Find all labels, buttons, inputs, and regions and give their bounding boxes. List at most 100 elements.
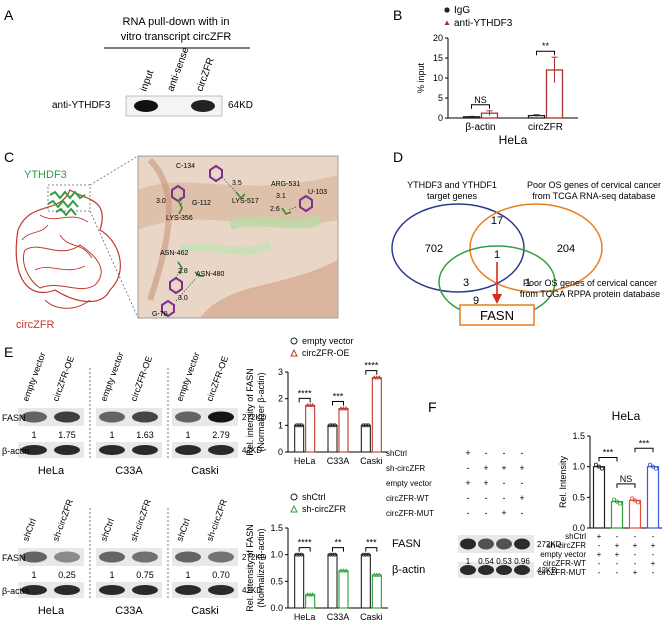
residue-distance: 2.8 xyxy=(178,268,188,275)
condition-sign: - xyxy=(467,508,470,518)
y-tick-label: 0 xyxy=(278,447,283,457)
data-point xyxy=(333,552,337,557)
blot-band xyxy=(514,538,530,550)
legend-marker xyxy=(290,493,298,501)
data-point xyxy=(372,572,377,577)
band-quant: 1 xyxy=(109,570,114,580)
size-label: 272KD xyxy=(537,540,562,549)
data-point xyxy=(307,592,313,597)
legend-marker-anti-ythdf3 xyxy=(444,20,450,25)
band-quant: 1.63 xyxy=(136,430,154,440)
size-label: 272KD xyxy=(242,413,267,422)
band-quant: 0.53 xyxy=(496,557,512,566)
venn-circle-rnaseq xyxy=(469,203,603,293)
residue-label: ASN-480 xyxy=(196,271,225,278)
panel-letter-d: D xyxy=(393,149,403,165)
set3-label-line1: Poor OS genes of cervical cancer xyxy=(523,278,657,288)
blot-band xyxy=(99,445,125,455)
data-point xyxy=(294,423,299,428)
significance-bracket xyxy=(471,104,490,109)
condition-label: circZFR-WT xyxy=(386,494,429,503)
blot-band xyxy=(460,538,476,550)
lane-label: sh-circZFR xyxy=(128,497,153,542)
blot-band xyxy=(208,551,234,563)
y-tick-label: 1.0 xyxy=(270,550,283,560)
condition-label: empty vector xyxy=(540,550,586,559)
condition-sign: - xyxy=(598,541,601,550)
condition-sign: + xyxy=(633,568,638,577)
lane-label: sh-circZFR xyxy=(50,497,75,542)
significance-bracket xyxy=(634,447,654,453)
data-point xyxy=(361,423,366,428)
data-point xyxy=(328,423,332,428)
condition-sign: - xyxy=(634,559,637,568)
blot-band xyxy=(496,565,512,575)
bar xyxy=(294,424,305,453)
condition-sign: + xyxy=(501,508,506,518)
data-point xyxy=(343,568,349,573)
condition-sign: - xyxy=(598,568,601,577)
band-quant: 0.70 xyxy=(212,570,230,580)
y-tick-label: 0.0 xyxy=(572,523,585,533)
blot-band xyxy=(460,565,476,575)
lane-label-anti-sense: anti-sense xyxy=(165,45,191,93)
panel-d: D YTHDF3 and YTHDF1 target genes Poor OS… xyxy=(391,149,661,326)
data-point xyxy=(377,375,382,380)
band-quant: 0.96 xyxy=(514,557,530,566)
band-quant: 0.75 xyxy=(136,570,154,580)
condition-sign: - xyxy=(485,493,488,503)
legend-marker xyxy=(290,337,298,345)
data-point xyxy=(305,592,310,597)
lane-label: shCtrl xyxy=(174,517,191,543)
data-point xyxy=(330,552,335,557)
data-point xyxy=(333,423,337,428)
blot-band xyxy=(21,585,47,595)
condition-sign: - xyxy=(616,532,619,541)
bar xyxy=(338,570,349,609)
significance-bracket xyxy=(298,397,311,403)
result-box xyxy=(459,304,535,326)
y-tick-label: 0.0 xyxy=(270,603,283,613)
bar xyxy=(610,501,624,529)
lane-label: empty vector xyxy=(20,351,47,403)
data-point xyxy=(330,423,335,428)
size-label: 42KD xyxy=(242,446,262,455)
row-label: β-actin xyxy=(2,586,29,596)
bar xyxy=(592,466,606,529)
blots-e-bottom: shCtrl sh-circZFR 1 0.25 HeLa FASN β-actin shCt… xyxy=(2,497,267,617)
significance-bracket xyxy=(598,456,618,462)
residue-distance: 3.0 xyxy=(178,295,188,302)
band-quant: 0.54 xyxy=(478,557,494,566)
condition-sign: + xyxy=(465,448,470,458)
data-point xyxy=(297,552,302,557)
blot-band xyxy=(21,411,47,423)
blot-band xyxy=(134,100,158,112)
significance-bracket xyxy=(332,401,344,406)
blot-band xyxy=(21,445,47,455)
blot-band xyxy=(191,100,215,112)
condition-sign: - xyxy=(634,550,637,559)
zoomed-binding-site xyxy=(137,155,339,319)
data-point xyxy=(299,423,304,428)
condition-sign: + xyxy=(501,463,506,473)
panel-letter-c: C xyxy=(4,149,14,165)
venn-count: 204 xyxy=(557,243,575,255)
data-point xyxy=(361,552,366,557)
legend-marker-igg xyxy=(444,7,450,13)
blot-band xyxy=(99,411,125,423)
blot-band xyxy=(132,551,158,563)
blot-band xyxy=(99,585,125,595)
data-point xyxy=(341,568,346,573)
condition-sign: - xyxy=(485,508,488,518)
data-point xyxy=(343,406,349,411)
y-tick-label: 0.5 xyxy=(572,492,585,502)
data-point xyxy=(374,375,380,380)
residue-label: LYS-356 xyxy=(166,215,193,222)
cell-line-label: C33A xyxy=(115,465,143,477)
data-point xyxy=(615,499,620,504)
condition-sign: + xyxy=(651,559,656,568)
condition-sign: + xyxy=(483,478,488,488)
y-axis-label: (Normalizer β-actin) xyxy=(256,528,266,607)
y-tick-label: 20 xyxy=(433,33,443,43)
lane-label: empty vector xyxy=(98,351,125,403)
